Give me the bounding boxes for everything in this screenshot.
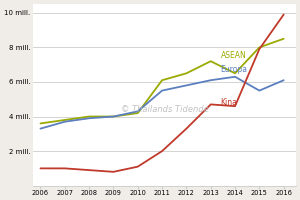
Text: © Thailands Tidende: © Thailands Tidende <box>121 105 208 114</box>
Text: ASEAN: ASEAN <box>220 51 246 60</box>
Text: Europa: Europa <box>220 65 248 74</box>
Text: Kina: Kina <box>220 98 237 107</box>
